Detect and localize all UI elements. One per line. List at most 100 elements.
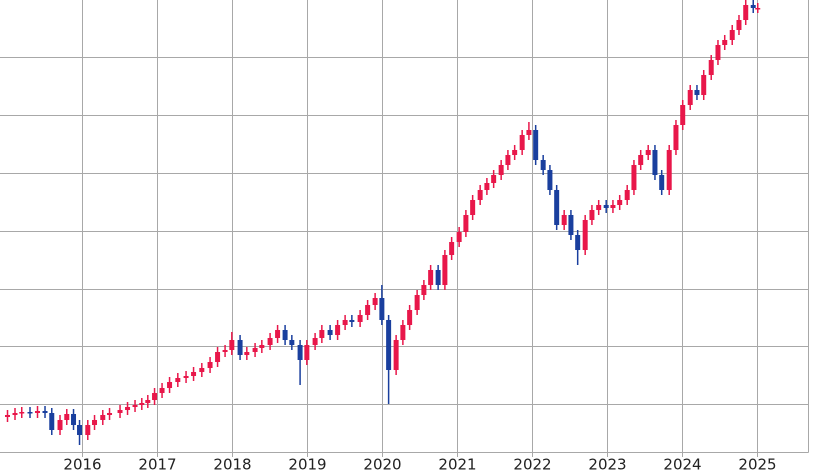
- candle-body: [357, 315, 363, 322]
- candle-body: [27, 412, 33, 414]
- candle-body: [575, 235, 581, 250]
- candle-body: [64, 414, 70, 420]
- candle-body: [715, 45, 721, 60]
- candle-body: [631, 165, 637, 190]
- candle-body: [207, 362, 213, 368]
- candle-body: [327, 330, 333, 335]
- candle-body: [100, 415, 106, 420]
- x-tick-label: 2024: [663, 456, 701, 474]
- candle-body: [372, 298, 378, 305]
- candle-body: [568, 215, 574, 235]
- candle-body: [750, 5, 756, 8]
- candle-body: [35, 411, 41, 413]
- candle-body: [167, 382, 173, 388]
- candle-body: [365, 305, 371, 315]
- candle-body: [519, 135, 525, 150]
- candle-body: [145, 400, 151, 403]
- candle-body: [259, 345, 265, 348]
- candle-body: [237, 340, 243, 355]
- candle-body: [694, 90, 700, 95]
- candle-body: [215, 352, 221, 362]
- candle-body: [71, 414, 77, 425]
- candle-body: [456, 232, 462, 242]
- candle-body: [505, 155, 511, 165]
- candle-body: [199, 368, 205, 372]
- candle-body: [610, 205, 616, 208]
- candle-body: [183, 376, 189, 378]
- candle-body: [244, 352, 250, 355]
- candle-body: [666, 150, 672, 190]
- candle-body: [139, 403, 145, 405]
- candle-body: [252, 348, 258, 352]
- x-tick-label: 2019: [288, 456, 326, 474]
- candle-body: [708, 60, 714, 75]
- candle-body: [407, 310, 413, 325]
- candle-body: [533, 130, 539, 160]
- candle-body: [335, 325, 341, 335]
- candle-body: [673, 125, 679, 150]
- candle-body: [596, 205, 602, 210]
- candle-body: [722, 40, 728, 45]
- candle-body: [449, 242, 455, 255]
- candle-body: [755, 8, 761, 10]
- candle-body: [547, 170, 553, 190]
- candle-body: [659, 175, 665, 190]
- candle-body: [400, 325, 406, 340]
- candle-body: [319, 330, 325, 338]
- candle-body: [42, 411, 48, 413]
- candle-body: [561, 215, 567, 225]
- candle-body: [229, 340, 235, 350]
- candle-body: [393, 340, 399, 370]
- candle-body: [729, 30, 735, 40]
- candle-body: [512, 150, 518, 155]
- candle-body: [57, 420, 63, 430]
- candle-body: [428, 270, 434, 285]
- candle-body: [312, 338, 318, 345]
- candle-body: [125, 407, 131, 410]
- candle-body: [498, 165, 504, 175]
- candle-body: [191, 372, 197, 376]
- candle-body: [526, 130, 532, 135]
- candle-body: [491, 175, 497, 183]
- candle-body: [414, 295, 420, 310]
- x-tick-label: 2018: [213, 456, 251, 474]
- candle-body: [304, 345, 310, 360]
- candle-body: [92, 420, 98, 425]
- x-tick-label: 2023: [588, 456, 626, 474]
- x-tick-label: 2016: [63, 456, 101, 474]
- candle-body: [582, 220, 588, 250]
- candle-body: [743, 5, 749, 20]
- candle-body: [107, 413, 113, 415]
- candle-body: [77, 425, 83, 435]
- candle-body: [477, 190, 483, 200]
- candle-body: [652, 150, 658, 175]
- candle-body: [275, 330, 281, 338]
- candle-body: [638, 155, 644, 165]
- candle-body: [540, 160, 546, 170]
- candle-body: [701, 75, 707, 95]
- candle-body: [687, 90, 693, 105]
- x-tick-label: 2021: [438, 456, 476, 474]
- candle-body: [267, 338, 273, 345]
- candle-body: [435, 270, 441, 285]
- candle-body: [645, 150, 651, 155]
- candle-body: [603, 205, 609, 208]
- candle-body: [442, 255, 448, 285]
- candle-body: [159, 388, 165, 393]
- candle-body: [379, 298, 385, 320]
- x-tick-label: 2022: [513, 456, 551, 474]
- candle-body: [342, 320, 348, 325]
- candle-body: [589, 210, 595, 220]
- candle-body: [5, 415, 11, 417]
- candle-body: [117, 410, 123, 413]
- candle-body: [421, 285, 427, 295]
- candle-body: [289, 340, 295, 345]
- candle-body: [175, 378, 181, 382]
- candle-body: [736, 20, 742, 30]
- candle-body: [282, 330, 288, 340]
- x-tick-label: 2025: [738, 456, 776, 474]
- candle-body: [49, 413, 55, 430]
- candle-body: [624, 190, 630, 200]
